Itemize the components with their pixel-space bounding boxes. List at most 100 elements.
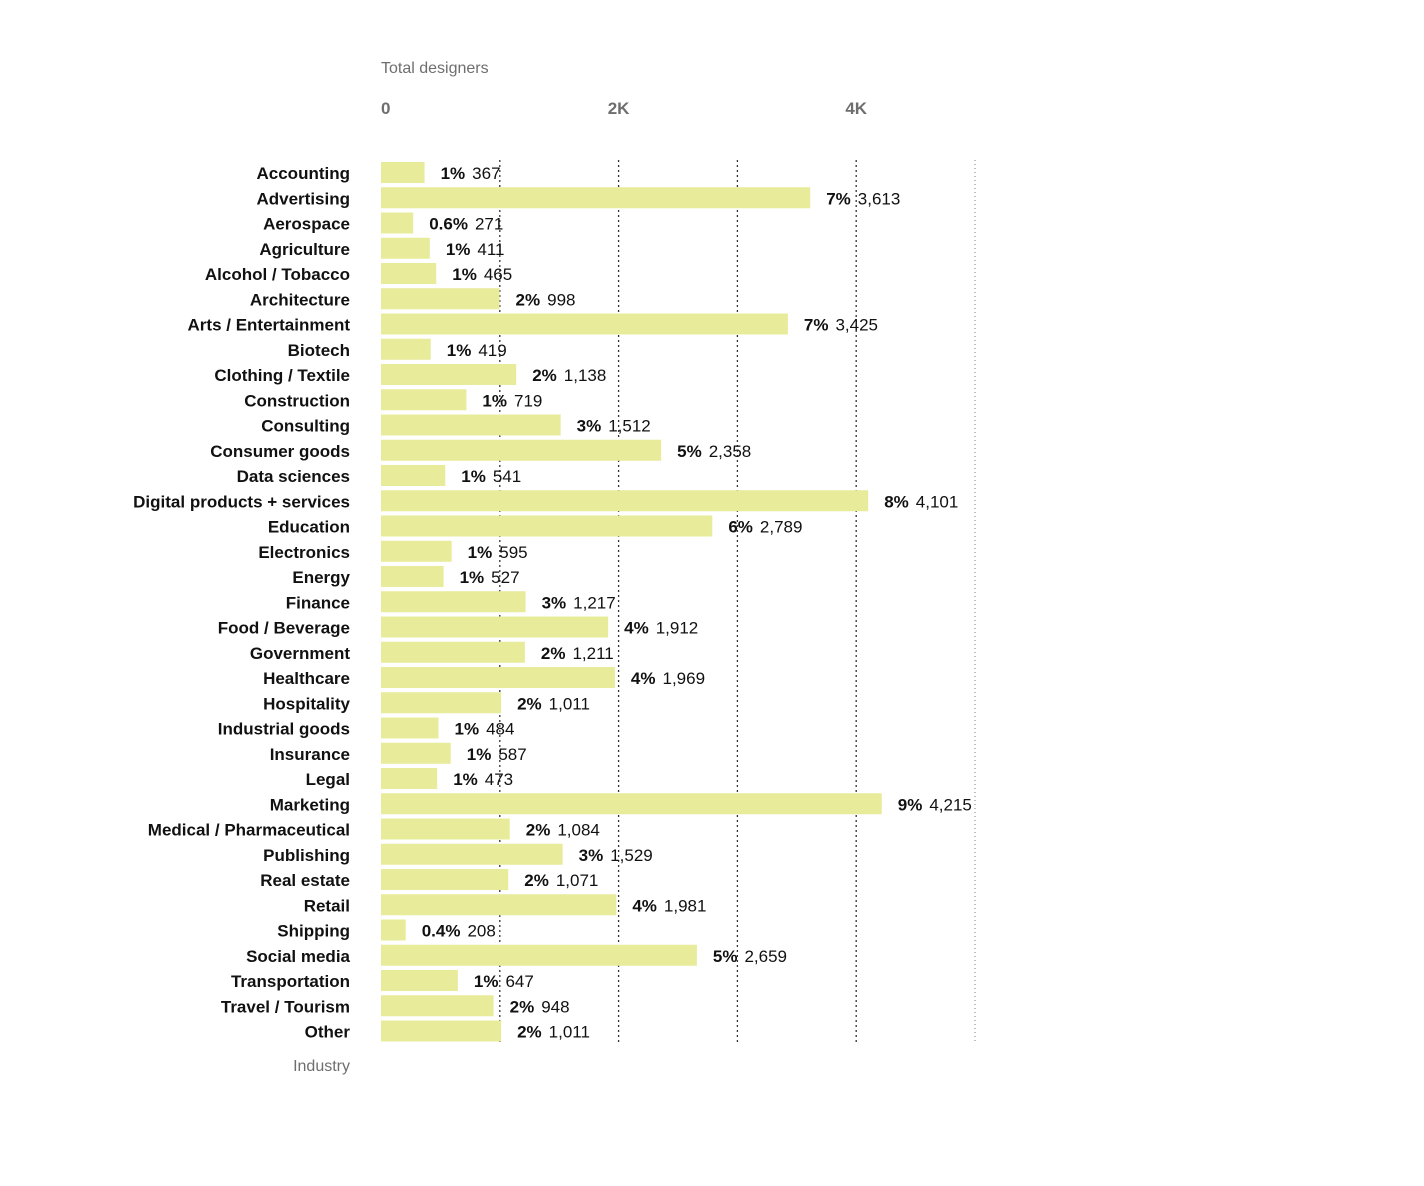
value-label: 998 — [547, 290, 575, 309]
x-tick-label: 2K — [608, 99, 630, 118]
bar — [381, 439, 662, 461]
bar-row: Food / Beverage 4% 1,912 — [218, 616, 699, 638]
bar-row: Shipping 0.4% 208 — [277, 919, 496, 941]
percent-label: 2% — [510, 997, 535, 1016]
value-label: 465 — [484, 265, 512, 284]
value-label: 2,358 — [709, 442, 752, 461]
percent-label: 1% — [454, 720, 479, 739]
percent-label: 3% — [579, 846, 604, 865]
percent-label: 2% — [516, 290, 541, 309]
bar — [381, 742, 451, 764]
percent-label: 2% — [526, 821, 551, 840]
value-label: 1,011 — [549, 694, 590, 713]
value-label: 1,011 — [549, 1023, 590, 1042]
percent-label: 0.4% — [422, 922, 461, 941]
bar-row: Healthcare 4% 1,969 — [263, 667, 705, 688]
percent-label: 0.6% — [429, 215, 468, 234]
category-label: Consumer goods — [210, 442, 350, 461]
bar-row: Industrial goods 1% 484 — [218, 717, 514, 739]
value-label: 1,071 — [556, 871, 599, 890]
value-label: 419 — [478, 341, 506, 360]
x-tick-label: 0 — [381, 99, 390, 118]
category-label: Construction — [244, 391, 350, 410]
value-label: 473 — [485, 770, 513, 789]
percent-label: 2% — [517, 1023, 542, 1042]
bar-row: Transportation 1% 647 — [231, 970, 534, 991]
value-label: 367 — [472, 164, 500, 183]
bar-row: Consumer goods 5% 2,358 — [210, 439, 752, 461]
category-label: Architecture — [250, 290, 350, 309]
x-tick-label: 4K — [845, 99, 867, 118]
category-label: Clothing / Textile — [214, 366, 350, 385]
y-axis-title: Industry — [293, 1058, 350, 1075]
bar — [381, 364, 517, 385]
value-label: 1,981 — [664, 896, 707, 915]
value-label: 587 — [498, 745, 526, 764]
percent-label: 2% — [532, 366, 557, 385]
bar-row: Alcohol / Tobacco 1% 465 — [205, 263, 512, 284]
bar — [381, 540, 452, 562]
bar-row: Accounting 1% 367 — [257, 162, 501, 183]
bar — [381, 465, 446, 486]
value-label: 1,138 — [564, 366, 607, 385]
category-label: Other — [305, 1023, 351, 1042]
bar — [381, 692, 502, 714]
value-label: 719 — [514, 391, 542, 410]
value-label: 1,912 — [656, 619, 699, 638]
percent-label: 1% — [452, 265, 477, 284]
percent-label: 6% — [728, 518, 753, 537]
category-label: Social media — [246, 947, 350, 966]
percent-label: 1% — [461, 467, 486, 486]
percent-label: 1% — [467, 745, 492, 764]
value-label: 1,217 — [573, 593, 616, 612]
value-label: 208 — [467, 922, 495, 941]
bar-row: Aerospace 0.6% 271 — [263, 212, 503, 234]
value-label: 948 — [541, 997, 569, 1016]
value-label: 1,512 — [608, 417, 651, 436]
category-label: Arts / Entertainment — [188, 316, 351, 335]
percent-label: 1% — [453, 770, 478, 789]
category-label: Food / Beverage — [218, 619, 350, 638]
bar — [381, 995, 494, 1017]
bar — [381, 389, 467, 411]
percent-label: 9% — [898, 795, 923, 814]
value-label: 3,613 — [858, 189, 901, 208]
value-label: 4,101 — [916, 492, 959, 511]
bar — [381, 793, 882, 815]
category-label: Advertising — [256, 189, 350, 208]
category-label: Digital products + services — [133, 492, 350, 511]
bar — [381, 616, 609, 638]
category-label: Alcohol / Tobacco — [205, 265, 350, 284]
bar-row: Consulting 3% 1,512 — [261, 414, 651, 436]
category-label: Agriculture — [259, 240, 350, 259]
category-label: Healthcare — [263, 669, 350, 688]
bar — [381, 869, 509, 890]
category-label: Real estate — [260, 871, 350, 890]
bar-row: Finance 3% 1,217 — [286, 591, 616, 613]
bar-row: Construction 1% 719 — [244, 389, 542, 411]
bar-row: Energy 1% 527 — [292, 566, 520, 587]
category-label: Consulting — [261, 417, 350, 436]
percent-label: 1% — [482, 391, 507, 410]
bar — [381, 919, 406, 941]
value-label: 271 — [475, 215, 503, 234]
value-label: 484 — [486, 720, 514, 739]
percent-label: 1% — [446, 240, 471, 259]
bar — [381, 263, 437, 284]
percent-label: 3% — [577, 417, 602, 436]
category-label: Electronics — [258, 543, 350, 562]
bar — [381, 414, 561, 436]
percent-label: 1% — [460, 568, 485, 587]
category-label: Legal — [306, 770, 350, 789]
value-label: 647 — [505, 972, 533, 991]
bar-row: Clothing / Textile 2% 1,138 — [214, 364, 606, 385]
bar — [381, 641, 525, 663]
x-axis-ticks: 0 2K 4K — [381, 99, 868, 118]
value-label: 1,529 — [610, 846, 653, 865]
bar-row: Agriculture 1% 411 — [259, 237, 505, 259]
bar-row: Retail 4% 1,981 — [304, 894, 707, 916]
percent-label: 8% — [884, 492, 909, 511]
value-label: 541 — [493, 467, 521, 486]
category-label: Aerospace — [263, 215, 350, 234]
bar — [381, 1020, 502, 1042]
